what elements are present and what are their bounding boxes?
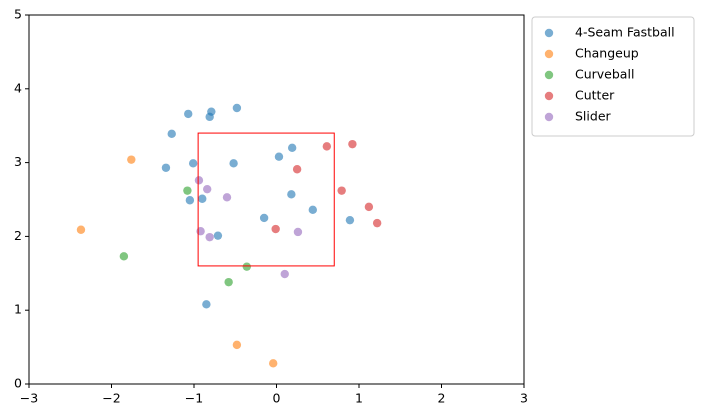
legend: 4-Seam Fastball Changeup Curveball Cutter Sl…: [531, 16, 695, 137]
x-tick-label: 3: [520, 391, 528, 406]
legend-label: Cutter: [575, 88, 615, 103]
x-tick-label: −2: [102, 391, 120, 406]
point: [269, 359, 278, 368]
point: [345, 215, 355, 225]
point: [198, 194, 207, 203]
point: [308, 205, 317, 215]
legend-label: Curveball: [575, 67, 634, 82]
y-tick-label: 3: [14, 154, 22, 169]
legend-marker: [544, 91, 554, 101]
point: [280, 269, 289, 279]
x-tick-label: 0: [273, 391, 281, 406]
x-tick-label: −1: [185, 391, 203, 406]
point: [287, 190, 296, 199]
point: [202, 300, 211, 309]
legend-marker: [544, 28, 554, 38]
point: [119, 252, 129, 261]
point: [292, 165, 302, 174]
point: [337, 186, 346, 195]
legend-marker: [544, 70, 554, 80]
point: [188, 159, 198, 168]
point: [183, 186, 192, 195]
point: [372, 218, 382, 228]
strike-zone: [197, 132, 335, 267]
legend-frame: [531, 16, 695, 137]
point: [213, 231, 223, 240]
legend-label: Changeup: [575, 46, 639, 61]
point: [222, 193, 232, 202]
point: [364, 202, 374, 212]
point: [167, 129, 176, 139]
legend-label: Slider: [575, 109, 612, 124]
point: [287, 143, 297, 153]
y-tick-label: 1: [14, 302, 22, 317]
point: [348, 139, 357, 149]
y-tick-label: 0: [14, 376, 22, 391]
point: [322, 142, 332, 151]
point: [194, 176, 204, 185]
point: [203, 184, 212, 194]
legend-label: 4-Seam Fastball: [575, 25, 675, 40]
point: [205, 232, 214, 242]
point: [271, 224, 280, 234]
point: [161, 163, 171, 172]
point: [232, 340, 242, 350]
point: [224, 277, 233, 287]
plot-frame: [28, 14, 525, 385]
y-tick-label: 4: [14, 80, 22, 95]
x-tick-label: 2: [438, 391, 446, 406]
point: [185, 196, 195, 205]
point: [259, 213, 269, 223]
point: [274, 152, 284, 161]
point: [184, 109, 193, 119]
point: [242, 262, 251, 271]
point: [293, 227, 303, 237]
x-tick-label: −3: [20, 391, 38, 406]
y-tick-label: 2: [14, 228, 22, 243]
point: [205, 112, 214, 122]
point: [76, 225, 86, 234]
point: [232, 103, 242, 113]
y-tick-label: 5: [14, 7, 22, 22]
legend-marker: [544, 112, 554, 122]
point: [127, 155, 136, 164]
legend-marker: [544, 49, 554, 59]
x-tick-label: 1: [355, 391, 363, 406]
point: [229, 159, 238, 168]
